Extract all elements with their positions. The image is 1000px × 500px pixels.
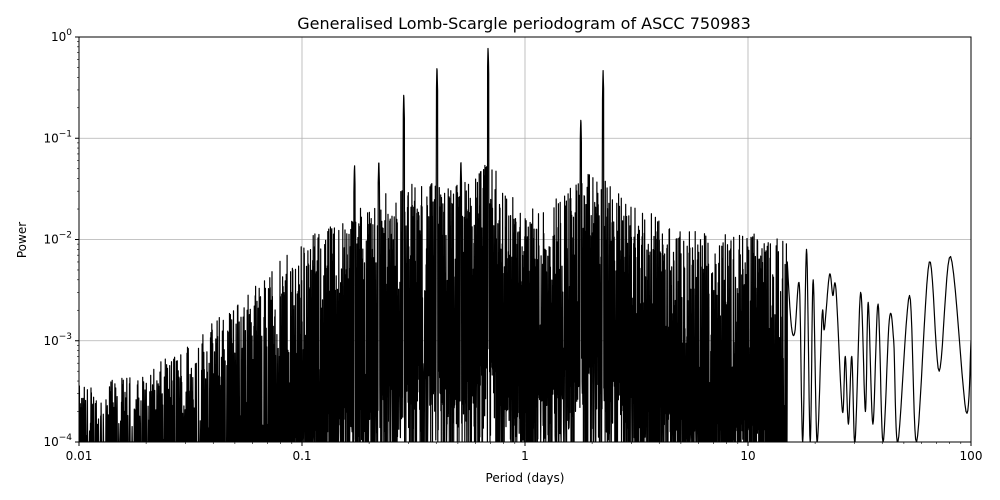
y-axis-label: Power	[15, 222, 29, 258]
periodogram-line	[79, 47, 971, 442]
y-tick-label: 10−4	[43, 433, 72, 449]
chart-title: Generalised Lomb-Scargle periodogram of …	[297, 14, 751, 33]
y-tick-label: 100	[51, 28, 72, 44]
x-tick-label: 10	[740, 449, 755, 463]
x-axis-label: Period (days)	[486, 471, 565, 485]
x-tick-label: 1	[521, 449, 529, 463]
axis-ticks: 0.01 0.1 1 10 100 10−4 10−3 10−2 10−1 100	[43, 28, 982, 463]
y-tick-label: 10−3	[43, 332, 72, 348]
x-tick-label: 0.1	[292, 449, 311, 463]
x-tick-label: 100	[960, 449, 983, 463]
y-tick-label: 10−1	[43, 129, 72, 145]
x-tick-label: 0.01	[66, 449, 93, 463]
y-tick-label: 10−2	[43, 231, 72, 247]
